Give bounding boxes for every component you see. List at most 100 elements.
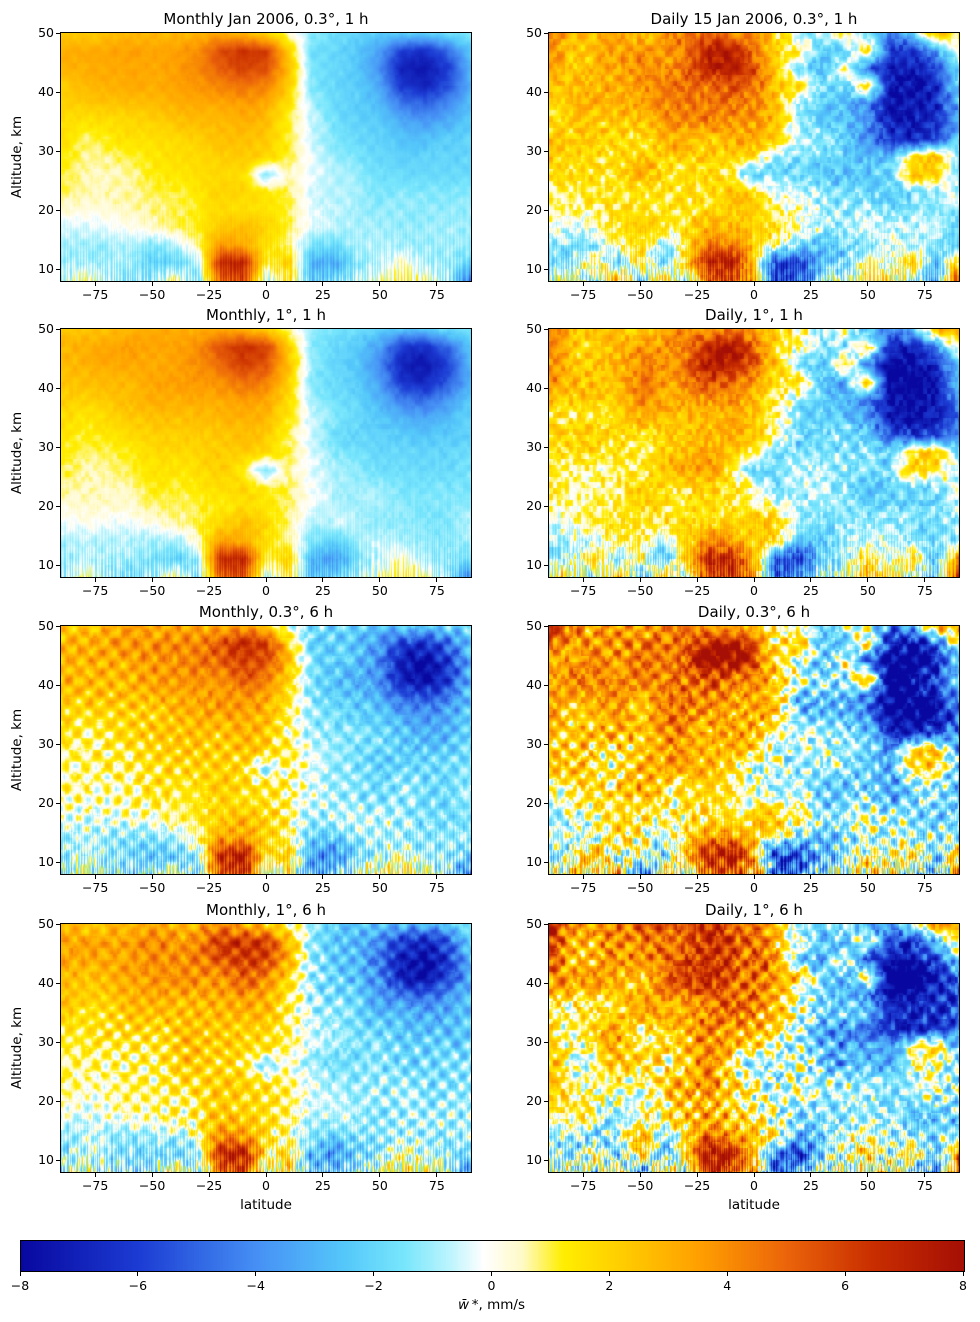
y-tick-mark	[544, 1159, 548, 1161]
x-tick-mark	[582, 1173, 584, 1177]
y-tick-mark	[56, 861, 60, 863]
y-tick-mark	[56, 923, 60, 925]
y-tick-mark	[56, 387, 60, 389]
panel-title: Daily, 0.3°, 6 h	[697, 603, 811, 621]
x-tick-label: 50	[371, 880, 388, 895]
colorbar-label-unit: , mm/s	[478, 1297, 525, 1313]
y-tick-mark	[56, 150, 60, 152]
colorbar-tick-label: 8	[959, 1278, 967, 1293]
y-tick-mark	[544, 743, 548, 745]
x-tick-mark	[753, 282, 755, 286]
y-tick-label: 40	[526, 975, 542, 991]
y-tick-mark	[56, 564, 60, 566]
y-axis-label: Altitude, km	[9, 708, 25, 792]
x-tick-label: 25	[802, 880, 819, 895]
y-tick-mark	[544, 150, 548, 152]
y-tick-mark	[56, 1159, 60, 1161]
y-tick-label: 40	[526, 84, 542, 100]
x-tick-label: −50	[138, 287, 166, 302]
y-tick-mark	[56, 91, 60, 93]
x-tick-label: 0	[750, 880, 758, 895]
x-tick-label: −50	[626, 880, 654, 895]
y-tick-mark	[544, 32, 548, 34]
y-tick-mark	[56, 1100, 60, 1102]
x-tick-mark	[924, 1173, 926, 1177]
y-tick-label: 50	[38, 618, 54, 633]
panel-title: Daily 15 Jan 2006, 0.3°, 1 h	[650, 10, 858, 28]
x-tick-label: 75	[916, 287, 933, 302]
x-tick-label: −50	[138, 583, 166, 598]
y-tick-mark	[56, 446, 60, 448]
heatmap-canvas	[61, 329, 471, 577]
x-tick-label: 0	[262, 287, 270, 302]
y-tick-mark	[56, 1041, 60, 1043]
colorbar-tick-mark	[19, 1272, 21, 1276]
x-tick-label: −75	[569, 1178, 597, 1193]
x-tick-label: 25	[314, 1178, 331, 1193]
x-tick-mark	[151, 1173, 153, 1177]
colorbar-tick-label: 4	[723, 1278, 732, 1293]
colorbar: −8 −6 −4 −2 0 2 4 6 8 w̄ *, mm/s	[11, 1240, 967, 1315]
plot-area: Monthly, 1°, 1 h 10 20 30 40 50 −75 −50 −25 0 25 50…	[9, 306, 472, 598]
x-tick-label: −25	[683, 880, 711, 895]
x-tick-mark	[753, 875, 755, 879]
colorbar-gradient	[20, 1240, 965, 1272]
plot-area: Monthly, 1°, 6 h 10 20 30 40 50 −75 −50 −25 0 25 50…	[9, 901, 472, 1213]
x-tick-mark	[265, 1173, 267, 1177]
x-tick-label: −50	[626, 583, 654, 598]
x-tick-mark	[94, 875, 96, 879]
x-tick-label: 50	[371, 583, 388, 598]
x-tick-mark	[753, 578, 755, 582]
y-tick-label: 10	[38, 261, 54, 277]
x-tick-mark	[924, 875, 926, 879]
x-tick-mark	[265, 578, 267, 582]
x-tick-mark	[436, 1173, 438, 1177]
x-tick-label: 75	[916, 880, 933, 895]
y-tick-label: 20	[38, 1093, 54, 1109]
heatmap-canvas	[61, 924, 471, 1172]
plot-area: Monthly, 0.3°, 6 h 10 20 30 40 50 −75 −50 −25 0 25…	[9, 603, 472, 895]
y-tick-label: 50	[38, 321, 54, 336]
y-tick-mark	[544, 446, 548, 448]
x-tick-label: 50	[859, 880, 876, 895]
plot-area: Daily 15 Jan 2006, 0.3°, 1 h 10 20 30 40 50 −7…	[526, 10, 960, 302]
x-tick-mark	[867, 875, 869, 879]
y-tick-mark	[56, 684, 60, 686]
x-tick-mark	[696, 282, 698, 286]
x-tick-label: −25	[195, 583, 223, 598]
colorbar-tick-mark	[962, 1272, 964, 1276]
y-tick-mark	[544, 209, 548, 211]
y-tick-label: 20	[38, 202, 54, 218]
x-tick-mark	[753, 1173, 755, 1177]
x-tick-label: −50	[626, 1178, 654, 1193]
x-tick-mark	[436, 875, 438, 879]
colorbar-tick-mark	[255, 1272, 257, 1276]
y-tick-mark	[56, 743, 60, 745]
x-tick-label: 25	[314, 287, 331, 302]
x-tick-label: 75	[916, 1178, 933, 1193]
x-tick-label: −50	[626, 287, 654, 302]
x-tick-label: −75	[81, 583, 109, 598]
x-tick-mark	[379, 875, 381, 879]
heatmap-canvas	[549, 329, 959, 577]
y-tick-mark	[56, 268, 60, 270]
y-axis-label: Altitude, km	[9, 1006, 25, 1090]
y-tick-mark	[544, 328, 548, 330]
x-tick-mark	[810, 282, 812, 286]
colorbar-tick-label: 6	[841, 1278, 850, 1293]
x-tick-mark	[639, 282, 641, 286]
x-tick-mark	[265, 875, 267, 879]
x-tick-mark	[322, 1173, 324, 1177]
x-tick-mark	[639, 875, 641, 879]
x-tick-mark	[582, 578, 584, 582]
x-tick-label: 75	[428, 1178, 445, 1193]
panel-monthly-0.3-6-h: Monthly, 0.3°, 6 h 10 20 30 40 50 −75 −50 −25 0 25…	[9, 603, 472, 895]
x-tick-label: 0	[262, 583, 270, 598]
x-tick-label: −25	[683, 287, 711, 302]
heatmap-canvas	[61, 33, 471, 281]
x-tick-mark	[322, 875, 324, 879]
x-tick-label: 50	[371, 1178, 388, 1193]
y-tick-label: 10	[38, 854, 54, 870]
x-tick-mark	[810, 578, 812, 582]
